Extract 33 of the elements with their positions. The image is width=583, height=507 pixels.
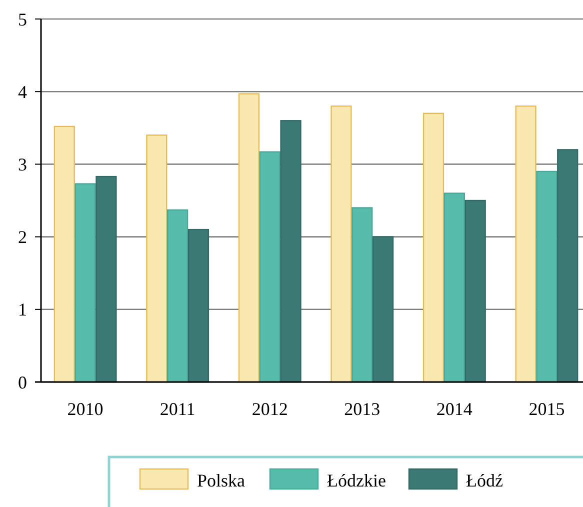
bar [96, 176, 117, 383]
y-tick-label: 5 [18, 9, 27, 30]
bar [238, 93, 260, 383]
y-tick-label: 0 [18, 372, 27, 392]
x-tick-label: 2010 [67, 399, 104, 419]
y-tick-label: 2 [18, 227, 27, 248]
bar [188, 228, 210, 383]
bar [352, 207, 373, 383]
bar [536, 170, 558, 383]
bar [444, 192, 465, 383]
x-tick-label: 2014 [436, 399, 472, 419]
bar [464, 200, 486, 383]
y-tick-label: 1 [18, 300, 27, 320]
bar [422, 112, 444, 383]
bar [372, 236, 394, 383]
bar [54, 126, 75, 383]
legend-label: Łódzkie [327, 470, 386, 490]
bar [146, 134, 168, 383]
bar [280, 120, 302, 383]
bar [259, 151, 280, 383]
x-tick-label: 2015 [528, 399, 565, 419]
bar [515, 106, 536, 383]
bar [557, 149, 578, 383]
x-tick-label: 2013 [344, 399, 380, 419]
y-tick-label: 3 [18, 154, 27, 174]
bar [74, 183, 96, 383]
legend-label: Polska [197, 470, 246, 490]
bar [167, 209, 188, 383]
x-tick-label: 2012 [252, 399, 288, 419]
x-tick-label: 2011 [160, 399, 196, 419]
legend-label: Łódź [466, 470, 503, 490]
bar [330, 106, 352, 383]
y-tick-label: 4 [18, 82, 27, 102]
